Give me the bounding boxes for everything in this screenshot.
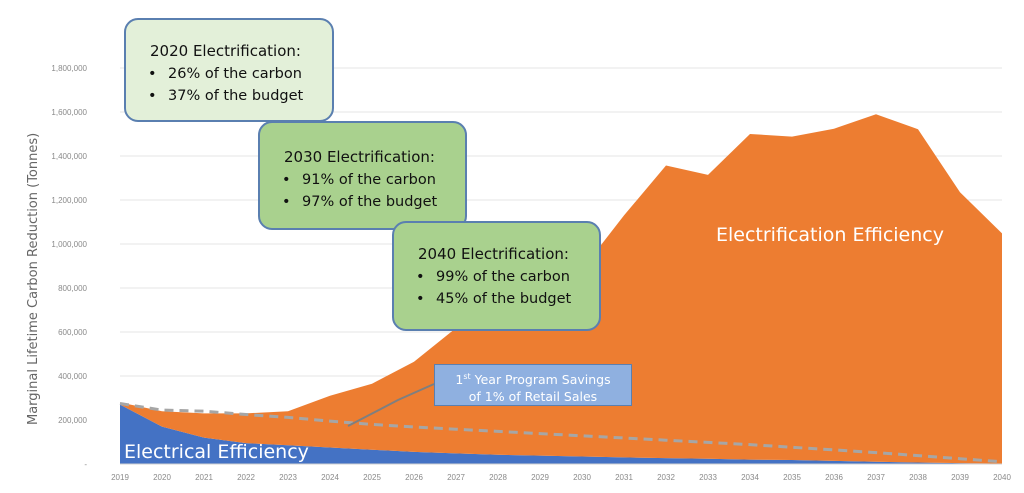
y-tick-label: 200,000 xyxy=(58,416,87,425)
x-tick-label: 2037 xyxy=(867,473,885,482)
y-tick-label: 1,400,000 xyxy=(51,152,87,161)
callout-2040-electrification: 2040 Electrification: 99% of the carbon … xyxy=(392,221,601,331)
x-axis-ticks: 2019 2020 2021 2022 2023 2024 2025 2026 2027 2028… xyxy=(111,463,1011,482)
y-tick-label: - xyxy=(84,460,87,469)
x-tick-label: 2033 xyxy=(699,473,717,482)
callout-title: 2040 Electrification: xyxy=(418,245,569,263)
callout-bullet: 91% of the carbon xyxy=(284,169,465,191)
x-tick-label: 2035 xyxy=(783,473,801,482)
callout-title: 2020 Electrification: xyxy=(150,42,301,60)
y-axis-label: Marginal Lifetime Carbon Reduction (Tonn… xyxy=(26,133,41,425)
y-tick-label: 800,000 xyxy=(58,284,87,293)
callout-bullet: 45% of the budget xyxy=(418,288,599,310)
electrical-efficiency-area xyxy=(120,404,1002,464)
x-tick-label: 2021 xyxy=(195,473,213,482)
x-tick-label: 2028 xyxy=(489,473,507,482)
x-tick-label: 2039 xyxy=(951,473,969,482)
callout-bullet: 97% of the budget xyxy=(284,191,465,213)
y-tick-label: 1,200,000 xyxy=(51,196,87,205)
program-savings-line2: of 1% of Retail Sales xyxy=(468,389,598,405)
program-savings-line xyxy=(119,402,1003,464)
x-tick-label: 2038 xyxy=(909,473,927,482)
x-tick-label: 2031 xyxy=(615,473,633,482)
x-tick-label: 2029 xyxy=(531,473,549,482)
y-tick-label: 1,800,000 xyxy=(51,64,87,73)
callout-bullet: 37% of the budget xyxy=(150,85,332,107)
x-tick-label: 2034 xyxy=(741,473,759,482)
callout-2020-electrification: 2020 Electrification: 26% of the carbon … xyxy=(124,18,334,122)
x-tick-label: 2027 xyxy=(447,473,465,482)
callout-bullet: 99% of the carbon xyxy=(418,266,599,288)
reference-line xyxy=(119,383,1003,464)
x-tick-label: 2032 xyxy=(657,473,675,482)
x-tick-label: 2022 xyxy=(237,473,255,482)
x-tick-label: 2023 xyxy=(279,473,297,482)
electrification-area-label: Electrification Efficiency xyxy=(716,224,944,246)
x-tick-label: 2036 xyxy=(825,473,843,482)
x-tick-label: 2020 xyxy=(153,473,171,482)
program-savings-label: 1st Year Program Savings of 1% of Retail… xyxy=(434,364,632,406)
x-tick-label: 2025 xyxy=(363,473,381,482)
x-tick-label: 2026 xyxy=(405,473,423,482)
x-tick-label: 2030 xyxy=(573,473,591,482)
x-tick-label: 2040 xyxy=(993,473,1011,482)
callout-title: 2030 Electrification: xyxy=(284,148,435,166)
program-savings-line1: 1st Year Program Savings xyxy=(455,372,611,388)
x-tick-label: 2019 xyxy=(111,473,129,482)
callout-bullet: 26% of the carbon xyxy=(150,63,332,85)
y-tick-label: 600,000 xyxy=(58,328,87,337)
y-tick-label: 400,000 xyxy=(58,372,87,381)
y-axis-ticks: - 200,000 400,000 600,000 800,000 1,000,000 1,… xyxy=(51,64,87,469)
callout-2030-electrification: 2030 Electrification: 91% of the carbon … xyxy=(258,121,467,230)
y-tick-label: 1,000,000 xyxy=(51,240,87,249)
x-tick-label: 2024 xyxy=(321,473,339,482)
electrical-area-label: Electrical Efficiency xyxy=(124,441,309,463)
program-savings-pointer xyxy=(347,383,435,427)
y-tick-label: 1,600,000 xyxy=(51,108,87,117)
